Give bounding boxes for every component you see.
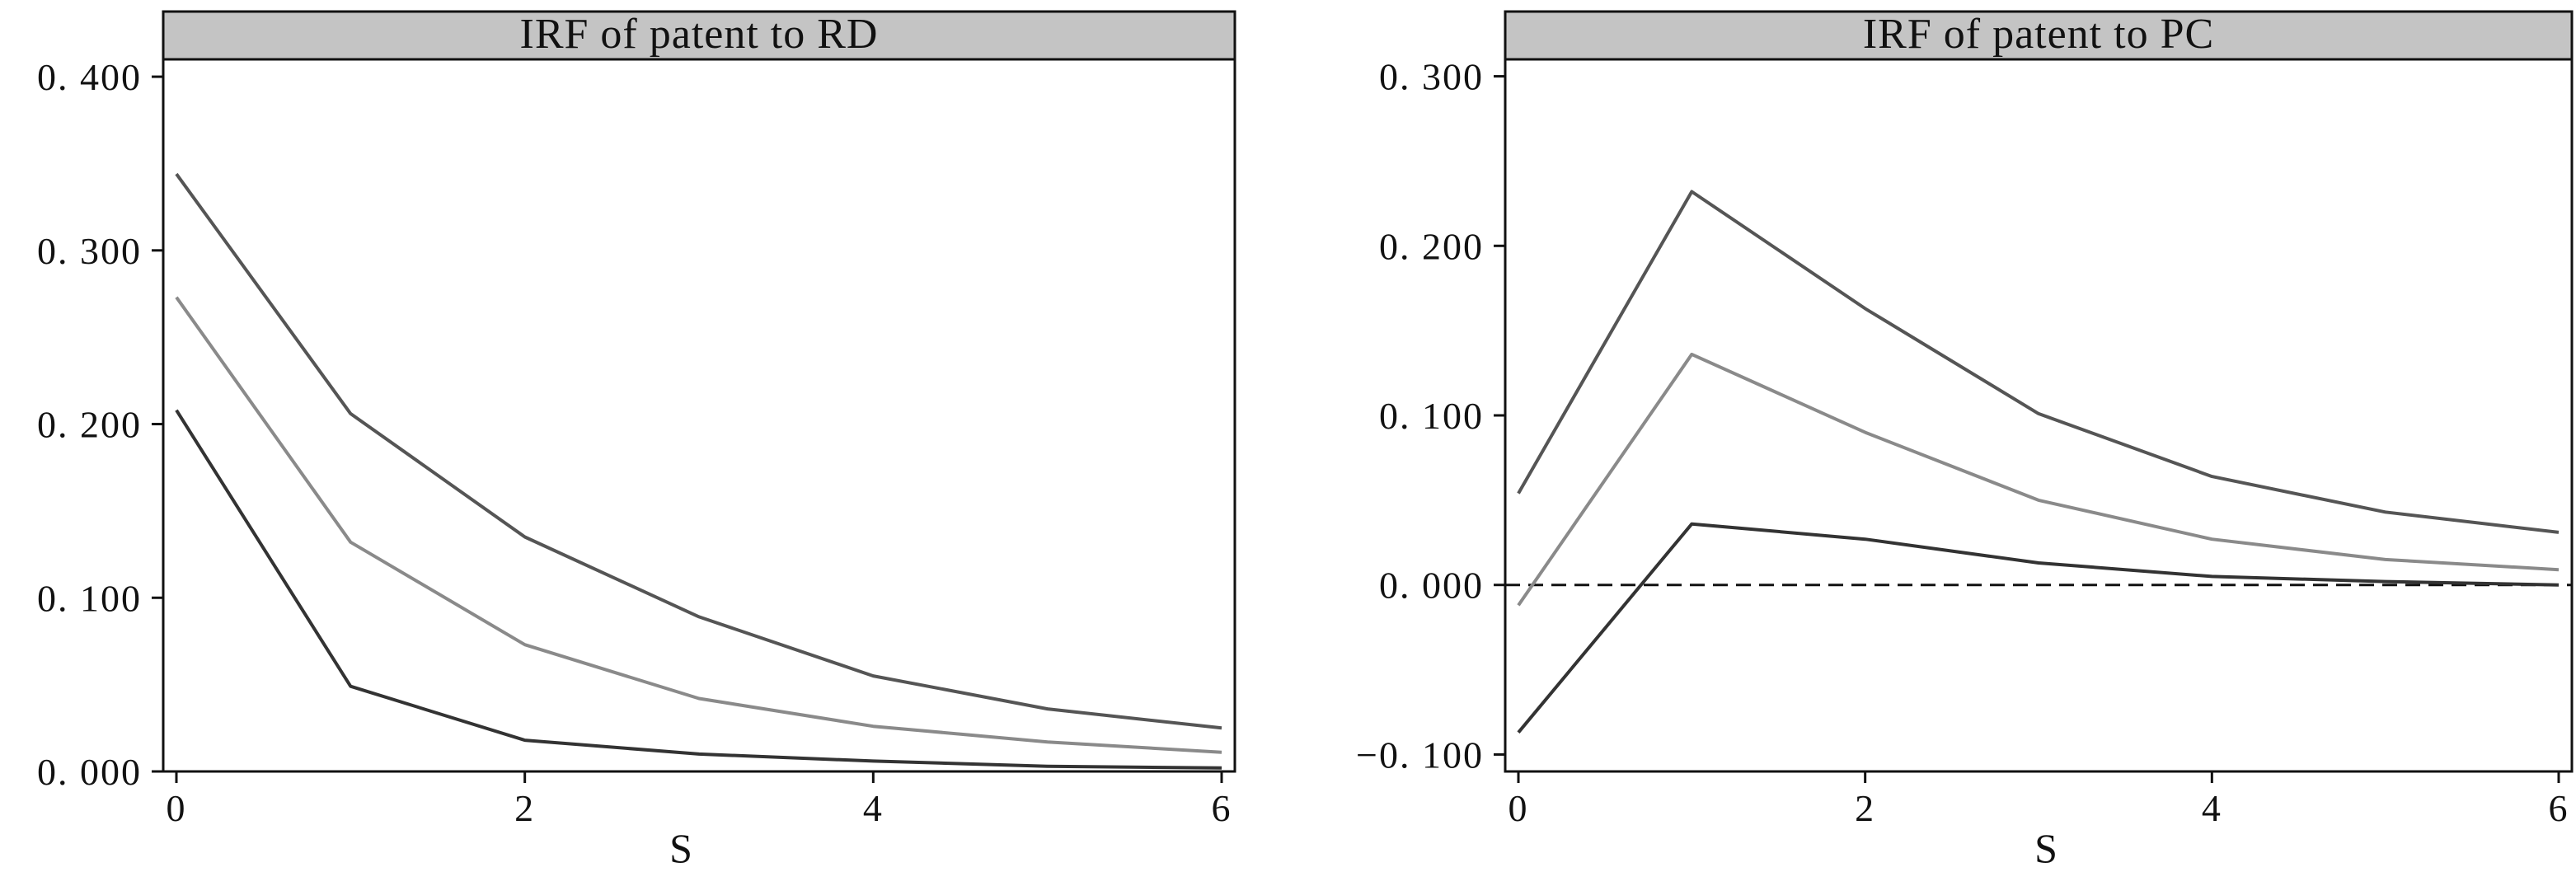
y-tick-label: 0. 200: [1379, 225, 1484, 267]
series-line-2: [175, 296, 1222, 754]
x-tick-label: 4: [863, 787, 884, 829]
y-tick-label: 0. 100: [1379, 395, 1484, 437]
chart-panel-1: IRF of patent to RD 0. 000 0. 100 0. 200 0. …: [37, 10, 1236, 871]
x-axis-label: S: [2034, 825, 2058, 871]
series-line-1: [1517, 190, 2560, 534]
y-tick-label: 0. 300: [37, 230, 142, 272]
x-tick-label: 6: [2549, 787, 2569, 829]
chart-panel-2: IRF of patent to PC −0. 100 0. 000 0. 100 0.…: [1356, 10, 2574, 871]
chart-title: IRF of patent to RD: [520, 11, 879, 58]
x-tick-label: 4: [2202, 787, 2222, 829]
x-tick-label: 2: [1855, 787, 1875, 829]
x-axis-label: S: [669, 825, 692, 871]
title-header-bar: [1504, 10, 2574, 61]
series-line-3: [175, 409, 1222, 770]
series-line-3: [1517, 522, 2560, 734]
series-line-1: [175, 172, 1222, 730]
x-tick-label: 6: [1212, 787, 1232, 829]
y-tick-label: 0. 100: [37, 577, 142, 619]
y-tick-label: 0. 200: [37, 404, 142, 446]
y-tick-label: 0. 000: [37, 751, 142, 793]
y-tick-label: 0. 300: [1379, 56, 1484, 98]
y-tick-label: 0. 400: [37, 56, 142, 98]
series-line-2: [1517, 352, 2560, 607]
title-header-bar: [162, 10, 1236, 61]
x-tick-label: 0: [167, 787, 187, 829]
y-tick-label: 0. 000: [1379, 565, 1484, 607]
plot-frame: [162, 58, 1236, 773]
x-tick-label: 2: [514, 787, 535, 829]
y-tick-label: −0. 100: [1356, 734, 1484, 776]
x-tick-label: 0: [1509, 787, 1529, 829]
chart-title: IRF of patent to PC: [1863, 11, 2214, 58]
